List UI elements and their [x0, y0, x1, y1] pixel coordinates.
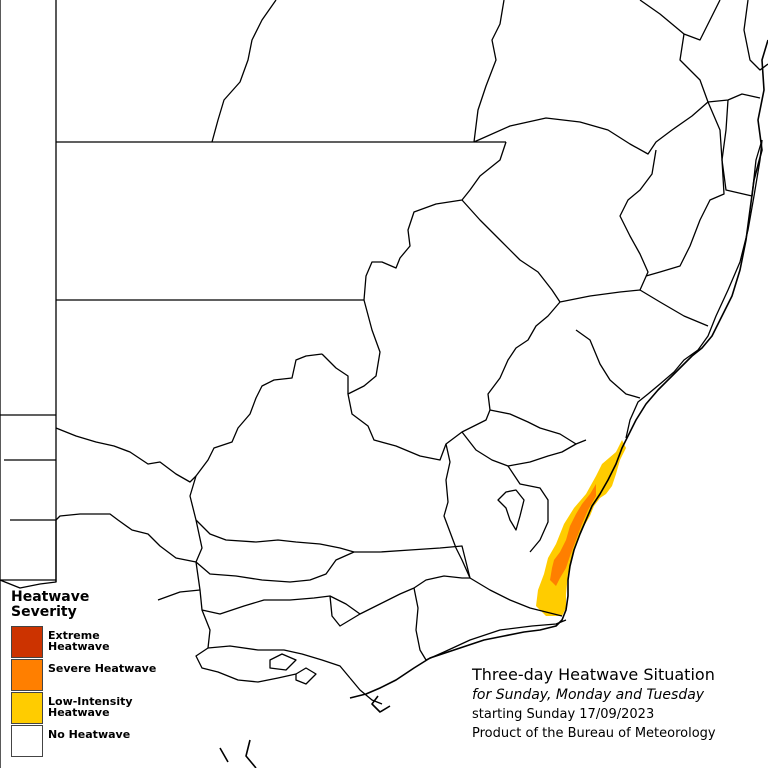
border-midnorth-west [363, 141, 507, 301]
border-upper-east [707, 101, 763, 197]
legend: Heatwave Severity Extreme Heatwave Sever… [6, 590, 156, 758]
border-east-2 [575, 329, 641, 399]
border-upper-region [473, 101, 709, 155]
border-lake [497, 489, 525, 531]
border-left-inner [0, 459, 56, 581]
border-south-9 [413, 575, 470, 589]
caption-block: Three-day Heatwave Situation for Sunday,… [472, 664, 764, 743]
border-ne-coast [625, 139, 763, 439]
border-sw-2 [195, 519, 203, 563]
border-north-4 [679, 33, 761, 103]
border-north-3 [639, 0, 721, 41]
legend-label-low-intensity: Low-Intensity Heatwave [48, 695, 133, 719]
border-west-river [55, 427, 197, 483]
coastline-east [349, 39, 768, 699]
caption-title: Three-day Heatwave Situation [472, 665, 715, 684]
legend-label-severe: Severe Heatwave [48, 662, 157, 675]
border-upper-ne [645, 99, 729, 277]
border-south-4 [157, 589, 201, 601]
border-east-3 [487, 301, 587, 445]
legend-item-severe: Severe Heatwave [6, 659, 156, 692]
caption-date: starting Sunday 17/09/2023 [472, 707, 655, 722]
legend-swatch-none [11, 725, 43, 757]
legend-swatch-extreme [11, 626, 43, 658]
legend-rows: Extreme Heatwave Severe Heatwave Low-Int… [6, 626, 156, 758]
border-south-3 [329, 587, 415, 627]
border-north-2 [473, 0, 505, 143]
border-south-2 [195, 561, 361, 615]
border-midnorth-east [619, 149, 657, 291]
border-south-5 [195, 609, 297, 683]
legend-swatch-severe [11, 659, 43, 691]
border-vic-2 [295, 667, 317, 685]
border-west-top [321, 353, 349, 394]
legend-label-none: No Heatwave [48, 728, 131, 741]
border-east-1 [559, 289, 709, 327]
border-south-1 [195, 545, 471, 583]
border-north-1 [211, 0, 277, 143]
border-south-6 [207, 645, 351, 679]
border-vic-3 [349, 677, 383, 705]
border-central-2 [443, 443, 471, 579]
border-central-3 [461, 431, 577, 467]
border-vic-1 [269, 653, 297, 671]
legend-item-low-intensity: Low-Intensity Heatwave [6, 692, 156, 725]
legend-label-extreme: Extreme Heatwave [48, 629, 110, 653]
border-west-big [189, 353, 355, 553]
caption-subtitle: for Sunday, Monday and Tuesday [472, 687, 705, 703]
severe-zone [550, 484, 596, 586]
low-intensity-zone [536, 440, 626, 616]
legend-title: Heatwave Severity [11, 589, 90, 620]
heatwave-zones [536, 440, 626, 616]
caption-credit: Product of the Bureau of Meteorology [472, 726, 716, 741]
border-north-5 [743, 0, 768, 71]
border-south-7 [413, 587, 567, 661]
border-south-8 [469, 577, 563, 617]
legend-item-none: No Heatwave [6, 725, 156, 758]
legend-swatch-low-intensity [11, 692, 43, 724]
border-central-4 [507, 465, 549, 553]
border-central-1 [347, 299, 491, 461]
border-midnorth-inner [461, 199, 561, 303]
coastline-bays [219, 695, 391, 768]
legend-item-extreme: Extreme Heatwave [6, 626, 156, 659]
border-sw-1 [0, 513, 197, 589]
